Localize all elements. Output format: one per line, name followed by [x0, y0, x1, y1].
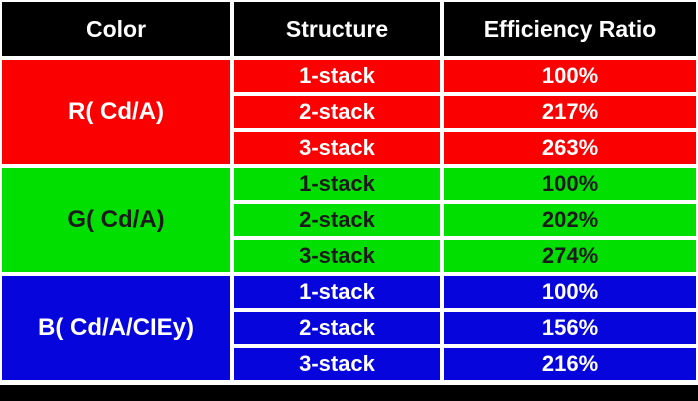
structure-cell: 1-stack	[234, 168, 440, 200]
group-label-blue: B( Cd/A/CIEy)	[2, 276, 230, 380]
ratio-cell: 100%	[444, 168, 696, 200]
structure-cell: 1-stack	[234, 60, 440, 92]
group-label-red: R( Cd/A)	[2, 60, 230, 164]
ratio-cell: 156%	[444, 312, 696, 344]
structure-cell: 1-stack	[234, 276, 440, 308]
structure-cell: 3-stack	[234, 132, 440, 164]
ratio-cell: 216%	[444, 348, 696, 380]
ratio-cell: 263%	[444, 132, 696, 164]
header-cell-color: Color	[2, 2, 230, 56]
structure-cell: 2-stack	[234, 204, 440, 236]
header-cell-structure: Structure	[234, 2, 440, 56]
structure-cell: 3-stack	[234, 348, 440, 380]
group-label-green: G( Cd/A)	[2, 168, 230, 272]
ratio-cell: 217%	[444, 96, 696, 128]
ratio-cell: 100%	[444, 276, 696, 308]
header-cell-efficiency-ratio: Efficiency Ratio	[444, 2, 696, 56]
footer-bar	[0, 385, 698, 401]
structure-cell: 3-stack	[234, 240, 440, 272]
table-grid: Color Structure Efficiency Ratio R( Cd/A…	[0, 0, 698, 380]
structure-cell: 2-stack	[234, 96, 440, 128]
ratio-cell: 202%	[444, 204, 696, 236]
ratio-cell: 100%	[444, 60, 696, 92]
structure-cell: 2-stack	[234, 312, 440, 344]
ratio-cell: 274%	[444, 240, 696, 272]
